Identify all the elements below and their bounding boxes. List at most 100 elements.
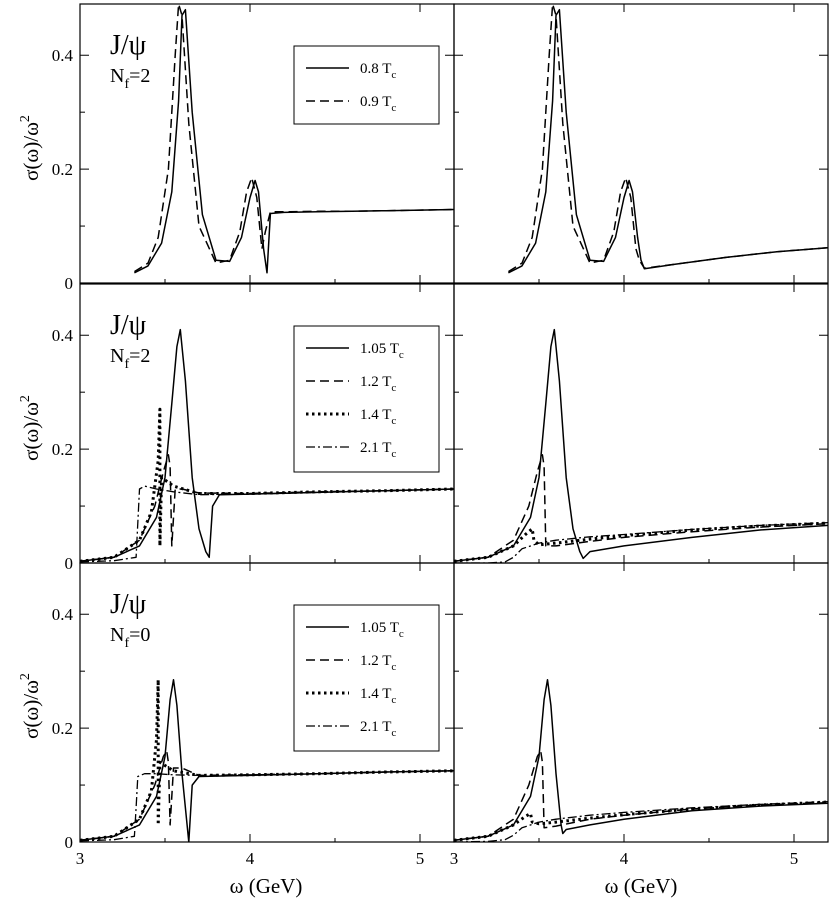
legend-label: 1.4 Tc [360, 686, 396, 706]
y-axis-title-text: σ(ω)/ω [19, 680, 43, 739]
legend-label: 0.9 Tc [360, 94, 396, 114]
series-line-dashdot [80, 770, 454, 842]
legend-label-main: 1.2 T [360, 653, 391, 669]
y-tick-label: 0.2 [52, 719, 73, 738]
x-tick-label: 4 [620, 849, 629, 868]
panel-subtitle: Nf=0 [110, 624, 150, 651]
chart-panel-6: 3 4 5 [450, 562, 829, 868]
legend-label-sub: c [391, 69, 396, 81]
legend-label-sub: c [399, 349, 404, 361]
y-axis-title-sup: 2 [18, 673, 33, 680]
legend-label-sub: c [391, 415, 396, 427]
legend-label: 0.8 Tc [360, 61, 396, 81]
legend-label-main: 1.05 T [360, 620, 399, 636]
series-line-dashdot [454, 800, 828, 842]
legend: 1.05 Tc1.2 Tc1.4 Tc2.1 Tc [293, 604, 440, 752]
series-group [80, 328, 454, 563]
x-axis-title-left: ω (GeV) [230, 874, 303, 898]
legend-label-main: 0.9 T [360, 94, 391, 110]
svg-text:σ(ω)/ω2: σ(ω)/ω2 [18, 395, 43, 461]
y-tick-label: 0.4 [52, 326, 74, 345]
svg-text:σ(ω)/ω2: σ(ω)/ω2 [18, 673, 43, 739]
legend-label: 1.2 Tc [360, 653, 396, 673]
series-group [454, 678, 828, 842]
plot-frame [453, 283, 829, 564]
legend-label-main: 1.4 T [360, 407, 391, 423]
y-tick-label: 0 [65, 274, 74, 293]
panel-title: J/ψ [110, 310, 147, 341]
legend-label-sub: c [391, 727, 396, 739]
y-tick-label: 0.2 [52, 160, 73, 179]
subtitle-main: N [110, 345, 124, 367]
x-tick-label: 5 [790, 849, 799, 868]
series-line-dashed [134, 4, 454, 273]
legend-label-sub: c [391, 694, 396, 706]
svg-text:σ(ω)/ω2: σ(ω)/ω2 [18, 115, 43, 181]
legend-label: 1.05 Tc [360, 620, 404, 640]
x-tick-label: 3 [450, 849, 459, 868]
plot-frame [453, 3, 829, 284]
series-line-solid [454, 678, 828, 842]
subtitle-sub: f [124, 636, 129, 651]
subtitle-sub: f [124, 77, 129, 92]
y-tick-label: 0 [65, 833, 74, 852]
subtitle-rest: =2 [129, 65, 150, 87]
legend-label-main: 1.2 T [360, 374, 391, 390]
panel-title: J/ψ [110, 30, 147, 61]
legend-label-main: 2.1 T [360, 719, 391, 735]
subtitle-main: N [110, 65, 124, 87]
legend-box [293, 604, 440, 752]
y-axis-title-row-1: σ(ω)/ω2 [18, 115, 43, 181]
legend-label-sub: c [391, 661, 396, 673]
y-tick-label: 0.4 [52, 46, 74, 65]
y-tick-label: 0 [65, 554, 74, 573]
series-line-solid [454, 328, 828, 563]
legend-label-sub: c [391, 382, 396, 394]
x-tick-label: 3 [76, 849, 85, 868]
subtitle-main: N [110, 624, 124, 646]
panel-subtitle: Nf=2 [110, 65, 150, 92]
chart-panel-2 [453, 3, 829, 284]
legend-label-main: 1.4 T [360, 686, 391, 702]
subtitle-sub: f [124, 357, 129, 372]
legend-label: 1.4 Tc [360, 407, 396, 427]
legend-label: 1.05 Tc [360, 341, 404, 361]
y-tick-label: 0.4 [52, 605, 74, 624]
legend-label: 2.1 Tc [360, 719, 396, 739]
plot-frame [453, 562, 829, 843]
series-line-dashed [508, 4, 828, 273]
y-axis-title-text: σ(ω)/ω [19, 402, 43, 461]
series-group [508, 4, 828, 274]
y-axis-title-sup: 2 [18, 115, 33, 122]
panel-subtitle: Nf=2 [110, 345, 150, 372]
panel-title: J/ψ [110, 589, 147, 620]
series-line-dotted [454, 800, 828, 842]
chart-panel-1: 00.20.4 J/ψNf=2 0.8 Tc0.9 Tc [52, 3, 455, 293]
legend-label-main: 1.05 T [360, 341, 399, 357]
legend-label-sub: c [391, 102, 396, 114]
series-group [134, 4, 454, 274]
y-axis-title-row-3: σ(ω)/ω2 [18, 673, 43, 739]
legend-label-sub: c [391, 448, 396, 460]
y-axis-title-sup: 2 [18, 395, 33, 402]
series-line-solid [508, 8, 828, 274]
x-tick-label: 4 [246, 849, 255, 868]
legend-box [293, 45, 440, 125]
series-line-dashdot [454, 521, 828, 563]
legend-label-sub: c [399, 628, 404, 640]
series-group [454, 328, 828, 563]
y-tick-label: 0.2 [52, 440, 73, 459]
x-axis-title-right: ω (GeV) [605, 874, 678, 898]
y-axis-title-text: σ(ω)/ω [19, 122, 43, 181]
chart-panel-4 [453, 283, 829, 564]
legend: 0.8 Tc0.9 Tc [293, 45, 440, 125]
series-group [80, 678, 454, 842]
x-tick-label: 5 [416, 849, 425, 868]
series-line-dashdot [80, 485, 454, 563]
subtitle-rest: =2 [129, 345, 150, 367]
chart-panel-5: 00.20.43 4 5J/ψNf=0 1.05 Tc1.2 Tc1.4 Tc2.1 … [52, 562, 455, 868]
y-axis-title-row-2: σ(ω)/ω2 [18, 395, 43, 461]
series-line-dashed [454, 454, 828, 563]
